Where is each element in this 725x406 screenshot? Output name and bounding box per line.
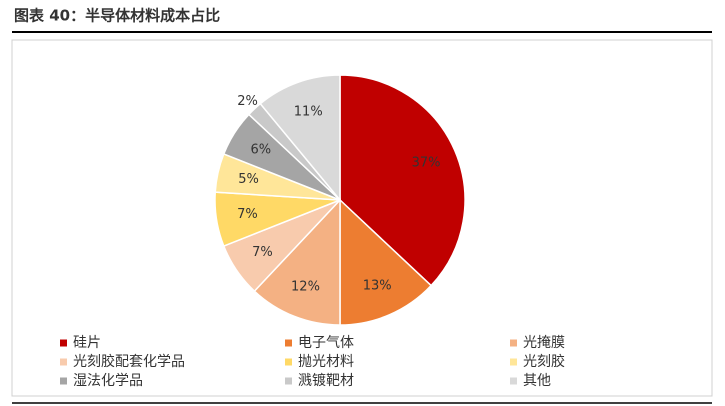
legend-marker xyxy=(285,339,292,347)
data-label: 13% xyxy=(363,279,392,294)
legend-marker xyxy=(510,358,517,366)
legend-label: 溅镀靶材 xyxy=(298,372,354,389)
pie-slice xyxy=(339,74,466,287)
data-label: 12% xyxy=(291,280,320,295)
legend-label: 其他 xyxy=(523,373,551,389)
legend-marker xyxy=(510,377,517,385)
legend-marker xyxy=(510,339,517,347)
data-label: 5% xyxy=(238,172,259,187)
legend-label: 抛光材料 xyxy=(298,354,354,370)
pie-slice xyxy=(253,198,341,326)
legend-marker xyxy=(60,358,67,366)
legend-label: 光掩膜 xyxy=(523,335,565,351)
legend-label: 湿法化学品 xyxy=(73,373,143,389)
pie-slice xyxy=(339,198,433,326)
chart-title: 图表 40：半导体材料成本占比 xyxy=(14,7,220,25)
data-label: 7% xyxy=(252,245,273,260)
legend-label: 光刻胶 xyxy=(523,353,565,370)
legend-label: 光刻胶配套化学品 xyxy=(73,353,185,370)
legend-marker xyxy=(285,377,292,385)
data-label: 7% xyxy=(237,207,258,222)
data-label: 37% xyxy=(412,155,441,170)
pie-slice xyxy=(259,74,341,203)
legend-label: 硅片 xyxy=(73,335,101,351)
data-label: 6% xyxy=(251,142,272,157)
legend-marker xyxy=(285,358,292,366)
legend-label: 电子气体 xyxy=(298,335,354,351)
data-label: 2% xyxy=(237,94,258,109)
legend-marker xyxy=(60,377,67,385)
chart-frame xyxy=(11,39,713,397)
data-label: 11% xyxy=(294,104,323,119)
legend-marker xyxy=(60,339,67,347)
